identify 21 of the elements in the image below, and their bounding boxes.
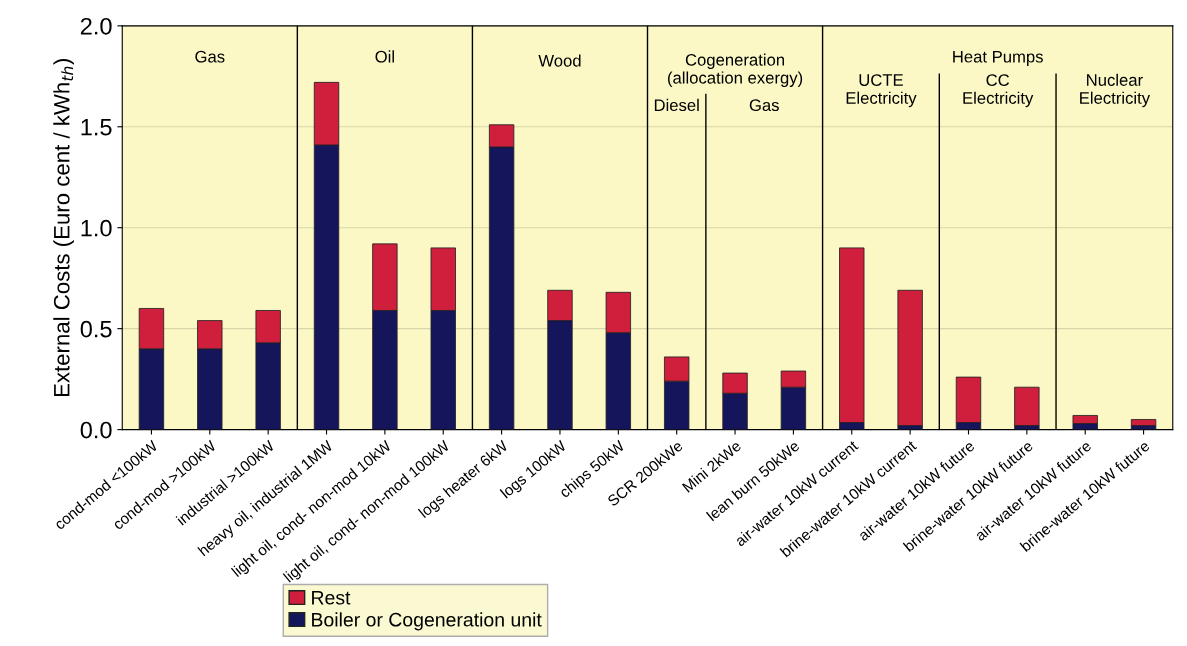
bar (1014, 386, 1040, 426)
annotation: Heat Pumps (953, 50, 1043, 66)
legend-label: Rest (312, 591, 351, 605)
y-tick-label: 1.5 (81, 119, 112, 136)
annotation: Diesel (654, 98, 699, 112)
annotation: Gas (195, 50, 225, 63)
annotation: UCTE Electricity (846, 74, 917, 108)
bar (1130, 419, 1157, 426)
annotation: Gas (749, 99, 779, 112)
bar (897, 289, 923, 426)
annotation: Oil (375, 50, 394, 63)
annotation: Wood (538, 54, 581, 67)
annotation: CC Electricity (963, 74, 1034, 108)
y-tick-label: 0.0 (80, 421, 112, 439)
annotation: Nuclear Electricity (1080, 73, 1151, 108)
y-tick-label: 2.0 (80, 17, 112, 35)
legend-label: Boiler or Cogeneration unit (312, 612, 542, 631)
y-tick-label: 1.0 (81, 219, 112, 237)
annotation: Cogeneration (allocation exergy) (668, 53, 803, 87)
y-axis-title: External Costs (Euro cent / kWh$_{th}$) (53, 58, 74, 397)
y-tick-label: 0.5 (80, 320, 112, 338)
